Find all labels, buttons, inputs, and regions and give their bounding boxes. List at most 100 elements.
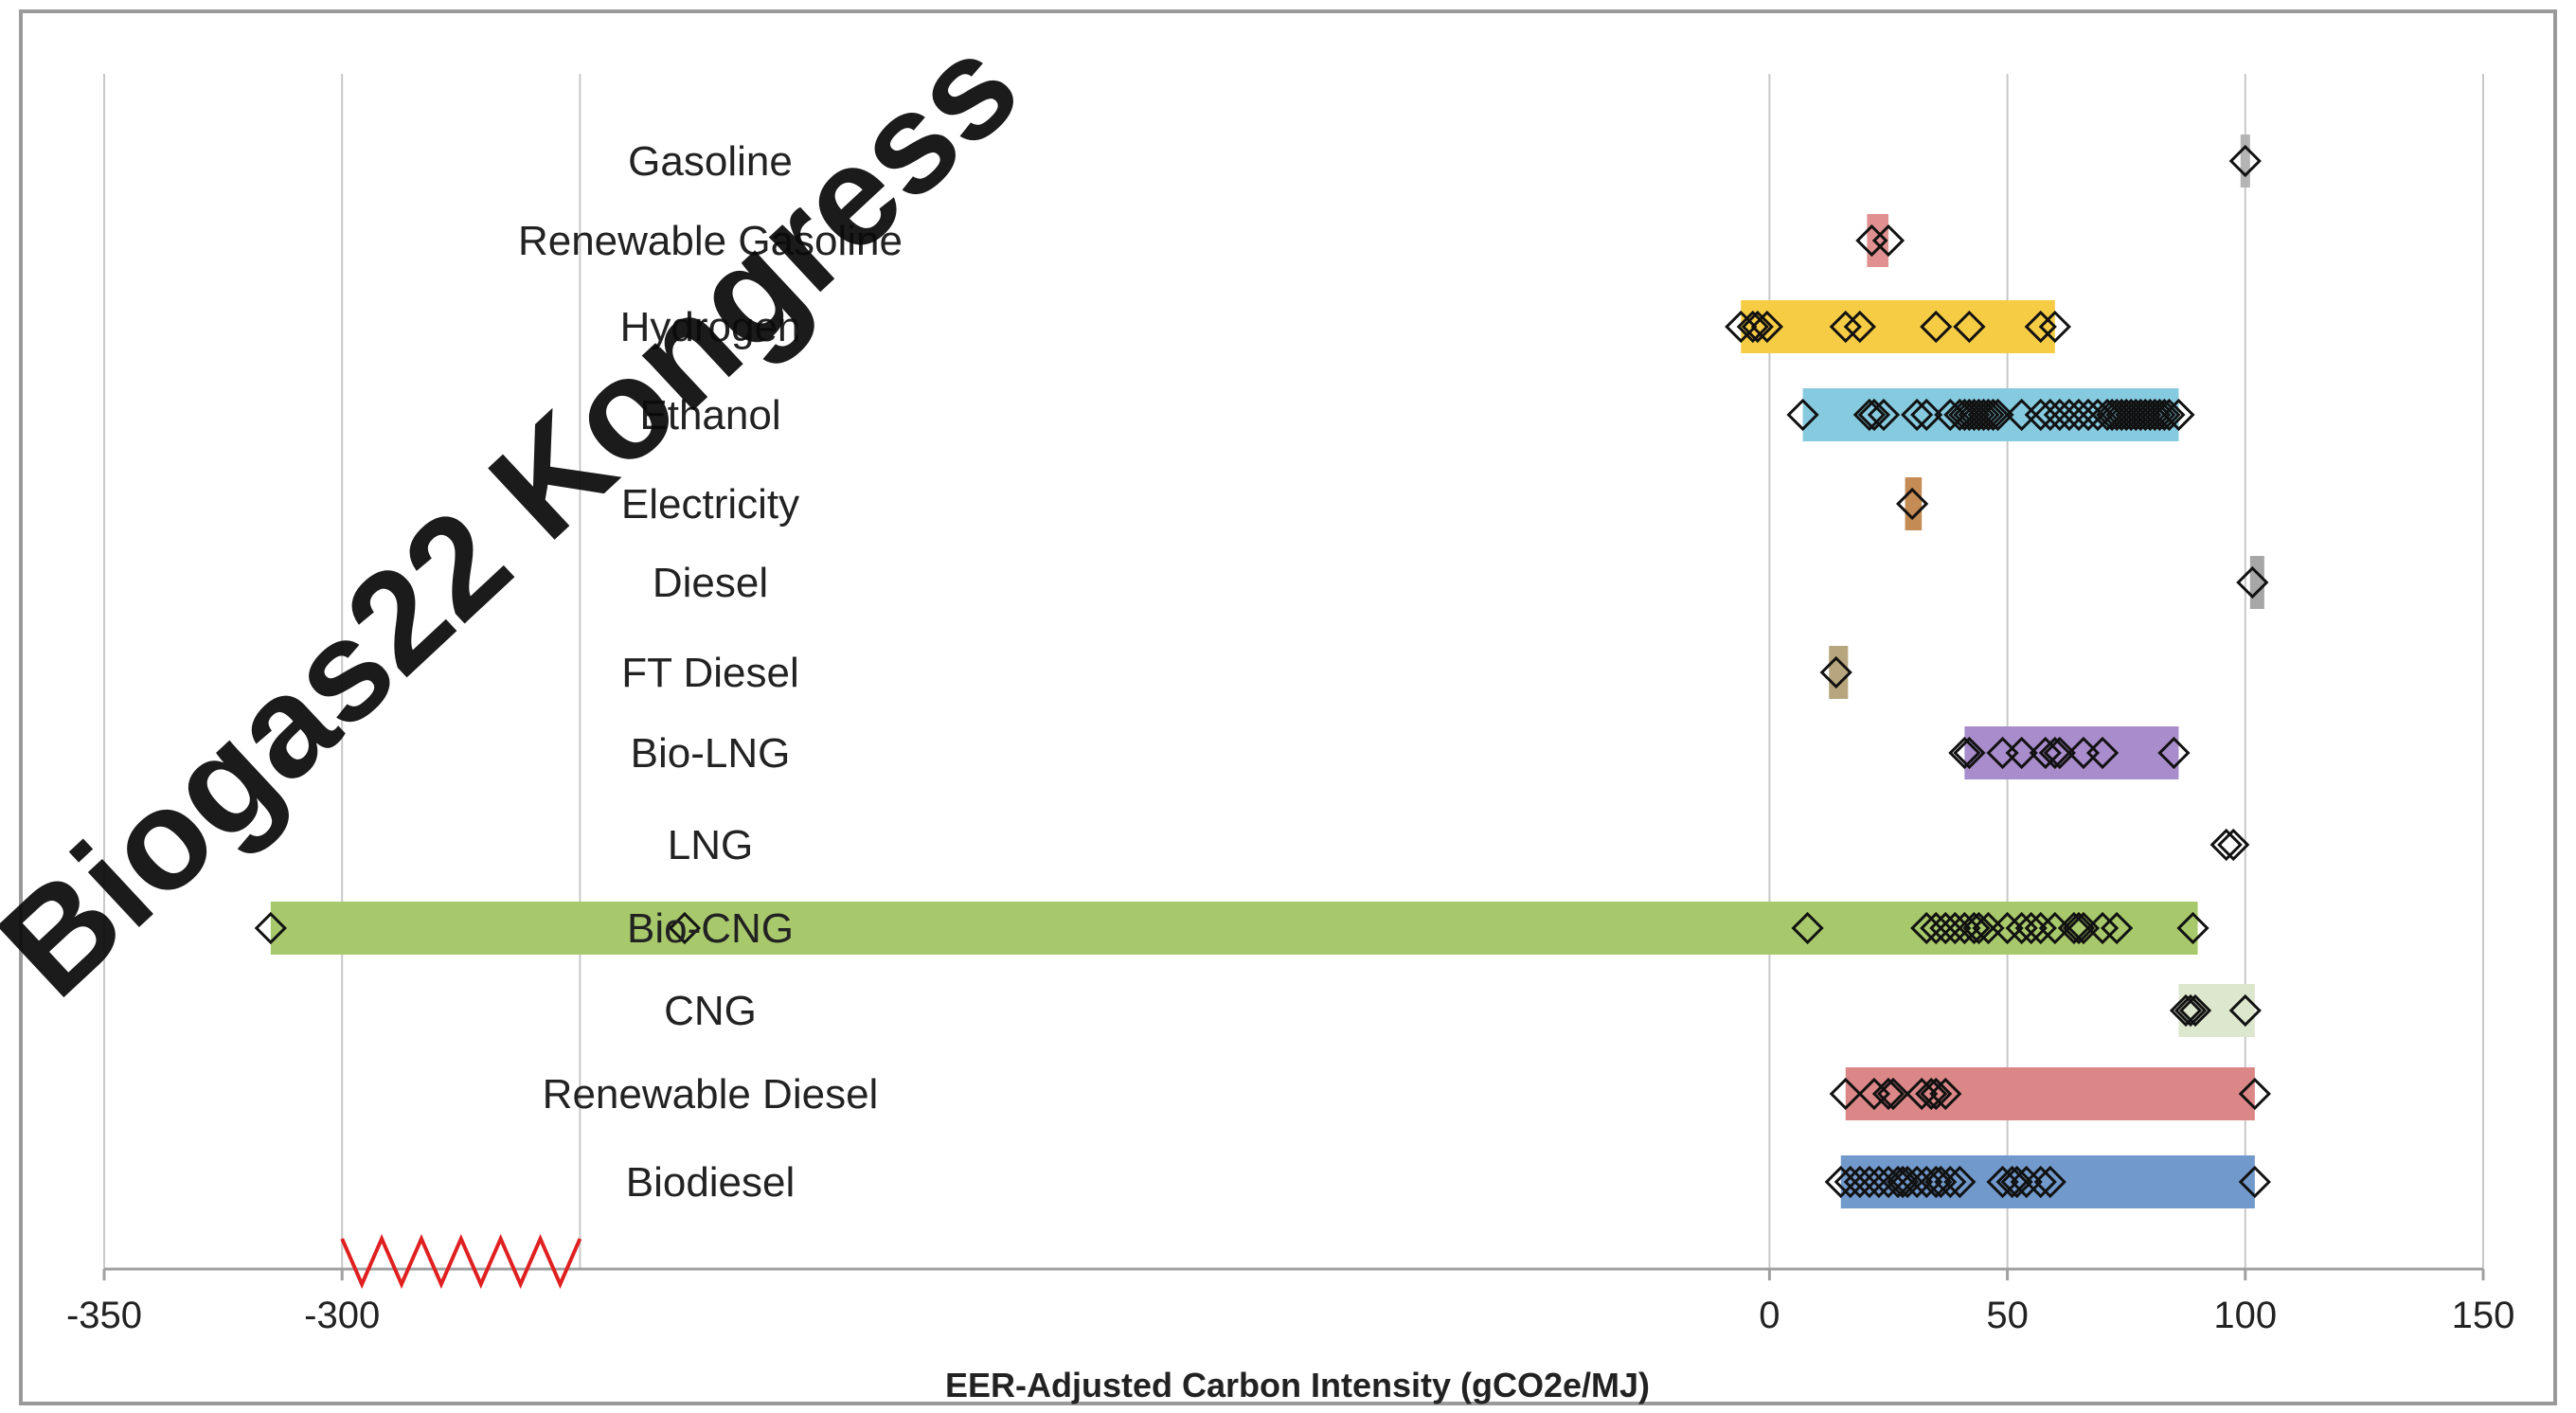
labels-layer: Gasoline Renewable Gasoline Hydrogen Ethano…	[518, 138, 903, 1206]
data-point-diamond	[2000, 1165, 2033, 1199]
data-point-diamond	[1855, 224, 1888, 258]
data-point-diamond	[1852, 398, 1887, 432]
data-point-diamond	[1953, 736, 1986, 770]
data-point-diamond	[2024, 911, 2057, 945]
data-point-diamond	[1981, 398, 2014, 432]
data-point-diamond	[2014, 911, 2048, 945]
range-bar	[2249, 556, 2264, 609]
data-point-diamond	[1991, 911, 2024, 945]
category-label: Electricity	[621, 481, 799, 528]
data-point-diamond	[2176, 911, 2209, 945]
category-label: Bio-CNG	[627, 905, 794, 952]
range-bar	[1845, 1067, 2255, 1120]
data-point-diamond	[1736, 310, 1769, 344]
data-point-diamond	[2238, 1077, 2271, 1111]
data-point-diamond	[1819, 655, 1852, 689]
x-axis-title: EER-Adjusted Carbon Intensity (gCO2e/MJ)	[945, 1366, 1650, 1404]
data-point-diamond	[1943, 1165, 1977, 1199]
data-point-diamond	[2157, 736, 2191, 770]
data-point-diamond	[1910, 1165, 1943, 1199]
watermark-text: Biogas22 Kongress	[0, 5, 1047, 1026]
data-point-diamond	[1829, 1077, 1862, 1111]
x-tick-label: 100	[2213, 1295, 2277, 1336]
data-point-diamond	[1750, 310, 1784, 344]
category-label: Renewable Diesel	[543, 1071, 879, 1118]
category-label: Diesel	[653, 560, 768, 606]
data-point-diamond	[2153, 398, 2186, 432]
data-point-diamond	[2138, 398, 2172, 432]
data-point-diamond	[2236, 565, 2269, 599]
data-point-diamond	[1920, 1077, 1953, 1111]
bars-layer	[270, 134, 2264, 1208]
data-point-diamond	[1934, 1165, 1967, 1199]
data-point-diamond	[2010, 1165, 2043, 1199]
data-point-diamond	[2209, 828, 2243, 862]
range-bar	[2178, 984, 2255, 1037]
data-point-diamond	[2238, 1165, 2271, 1199]
data-point-diamond	[1948, 911, 1981, 945]
category-label: Ethanol	[639, 392, 780, 438]
data-point-diamond	[2162, 398, 2195, 432]
range-bar	[1741, 300, 2055, 353]
category-label: Gasoline	[628, 138, 793, 185]
x-tick-label: -300	[304, 1295, 380, 1336]
data-point-diamond	[2024, 310, 2057, 344]
data-point-diamond	[2029, 736, 2062, 770]
data-point-diamond	[1967, 398, 2000, 432]
data-point-diamond	[1905, 1077, 1939, 1111]
x-tick-label: 0	[1759, 1295, 1780, 1336]
data-point-diamond	[1977, 398, 2010, 432]
data-point-diamond	[1895, 487, 1929, 521]
category-label: Bio-LNG	[631, 730, 791, 777]
category-label: Hydrogen	[620, 304, 801, 350]
data-point-diamond	[1791, 911, 1824, 945]
data-point-diamond	[1948, 736, 1981, 770]
data-point-diamond	[668, 911, 702, 945]
data-point-diamond	[1829, 310, 1862, 344]
data-point-diamond	[1920, 310, 1953, 344]
points-layer	[254, 144, 2271, 1199]
data-point-diamond	[254, 911, 287, 945]
data-point-diamond	[1786, 398, 1819, 432]
data-point-diamond	[1871, 1077, 1905, 1111]
data-point-diamond	[2005, 736, 2038, 770]
data-point-diamond	[1910, 398, 1943, 432]
data-point-diamond	[2228, 144, 2262, 178]
data-point-diamond	[2038, 736, 2071, 770]
range-bar	[1964, 726, 2179, 779]
range-bar	[1829, 646, 1849, 699]
range-bar	[1905, 477, 1923, 530]
data-point-diamond	[1920, 1165, 1953, 1199]
data-point-diamond	[1958, 911, 1991, 945]
x-tick-label: 50	[1986, 1295, 2029, 1336]
data-point-diamond	[2043, 736, 2076, 770]
category-label: Renewable Gasoline	[518, 218, 903, 264]
axis-break-zigzag	[340, 1233, 582, 1290]
category-label: Biodiesel	[626, 1159, 796, 1206]
chart-border	[19, 9, 2557, 1405]
data-point-diamond	[1871, 224, 1905, 258]
data-point-diamond	[2062, 911, 2096, 945]
data-point-diamond	[1972, 398, 2005, 432]
data-point-diamond	[2174, 993, 2208, 1028]
data-point-diamond	[1886, 1165, 1920, 1199]
range-bar	[1840, 1155, 2255, 1208]
data-point-diamond	[1725, 310, 1758, 344]
data-point-diamond	[1962, 911, 1995, 945]
data-point-diamond	[1876, 1077, 1910, 1111]
data-point-diamond	[2024, 1165, 2057, 1199]
data-point-diamond	[2033, 1165, 2066, 1199]
data-point-diamond	[2148, 398, 2181, 432]
data-point-diamond	[2178, 993, 2212, 1028]
data-point-diamond	[1915, 1077, 1948, 1111]
data-point-diamond	[1986, 1165, 2019, 1199]
data-point-diamond	[2038, 310, 2071, 344]
data-point-diamond	[1843, 310, 1876, 344]
range-bar	[2240, 134, 2250, 188]
x-tick-label: 150	[2452, 1295, 2515, 1336]
data-point-diamond	[2101, 911, 2134, 945]
data-point-diamond	[1741, 310, 1774, 344]
data-point-diamond	[1953, 310, 1986, 344]
